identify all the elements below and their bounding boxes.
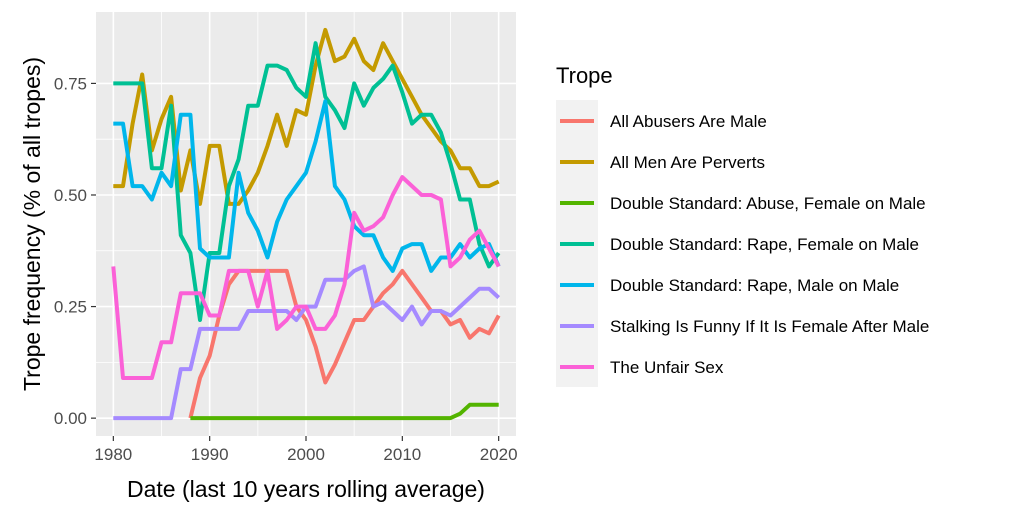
y-tick-label: 0.00 (54, 409, 87, 428)
legend-title: Trope (556, 63, 613, 88)
legend-label-3: Double Standard: Abuse, Female on Male (610, 194, 926, 213)
y-tick-label: 0.25 (54, 298, 87, 317)
y-tick-label: 0.50 (54, 186, 87, 205)
y-axis-title: Trope frequency (% of all tropes) (19, 57, 45, 391)
legend-label-2: All Men Are Perverts (610, 153, 765, 172)
x-tick-label: 2000 (287, 445, 325, 464)
x-tick-label: 1990 (191, 445, 229, 464)
series-lines (111, 27, 501, 421)
series-line-3 (190, 402, 499, 421)
legend: Trope All Abusers Are Male All Men Are Pe… (556, 63, 929, 387)
legend-label-6: Stalking Is Funny If It Is Female After … (610, 317, 929, 336)
x-tick-label: 1980 (94, 445, 132, 464)
legend-label-7: The Unfair Sex (610, 358, 724, 377)
x-tick-label: 2010 (383, 445, 421, 464)
y-axis: 0.00 0.25 0.50 0.75 (54, 74, 96, 428)
legend-label-5: Double Standard: Rape, Male on Male (610, 276, 899, 295)
series-line-5 (113, 99, 501, 273)
x-axis-title: Date (last 10 years rolling average) (127, 476, 485, 502)
series-line-2 (113, 27, 500, 206)
series-line-4 (113, 41, 501, 322)
legend-items: All Abusers Are Male All Men Are Perverts… (556, 100, 929, 387)
legend-label-1: All Abusers Are Male (610, 112, 767, 131)
y-tick-label: 0.75 (54, 74, 87, 93)
series-line-7 (111, 175, 501, 380)
legend-label-4: Double Standard: Rape, Female on Male (610, 235, 919, 254)
x-tick-label: 2020 (480, 445, 518, 464)
x-axis: 1980 1990 2000 2010 2020 (94, 436, 518, 464)
